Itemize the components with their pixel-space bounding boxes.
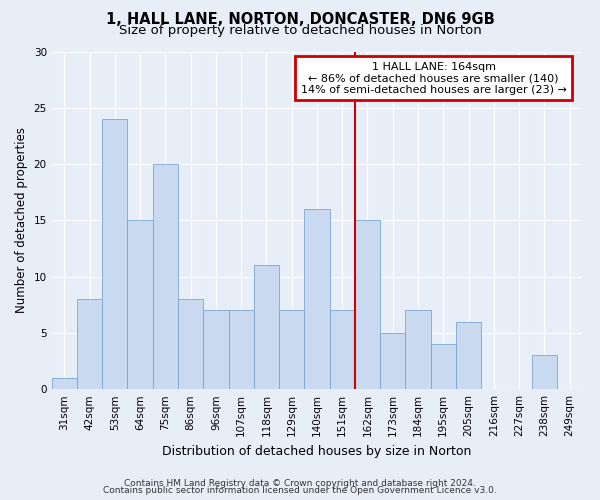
Bar (229, 310, 254, 389)
Bar (431, 344, 456, 389)
Y-axis label: Number of detached properties: Number of detached properties (15, 128, 28, 314)
Bar (279, 310, 304, 389)
Text: 1, HALL LANE, NORTON, DONCASTER, DN6 9GB: 1, HALL LANE, NORTON, DONCASTER, DN6 9GB (106, 12, 494, 28)
Text: 1 HALL LANE: 164sqm
← 86% of detached houses are smaller (140)
14% of semi-detac: 1 HALL LANE: 164sqm ← 86% of detached ho… (301, 62, 566, 95)
Bar (304, 209, 329, 389)
Bar (329, 310, 355, 389)
Bar (532, 356, 557, 389)
Bar (254, 266, 279, 389)
Bar (102, 119, 127, 389)
Bar (52, 378, 77, 389)
Bar (127, 220, 153, 389)
Bar (380, 333, 406, 389)
Bar (355, 220, 380, 389)
Bar (203, 310, 229, 389)
Text: Size of property relative to detached houses in Norton: Size of property relative to detached ho… (119, 24, 481, 37)
Bar (456, 322, 481, 389)
Bar (77, 299, 102, 389)
X-axis label: Distribution of detached houses by size in Norton: Distribution of detached houses by size … (162, 444, 472, 458)
Text: Contains public sector information licensed under the Open Government Licence v3: Contains public sector information licen… (103, 486, 497, 495)
Bar (406, 310, 431, 389)
Text: Contains HM Land Registry data © Crown copyright and database right 2024.: Contains HM Land Registry data © Crown c… (124, 478, 476, 488)
Bar (178, 299, 203, 389)
Bar (153, 164, 178, 389)
